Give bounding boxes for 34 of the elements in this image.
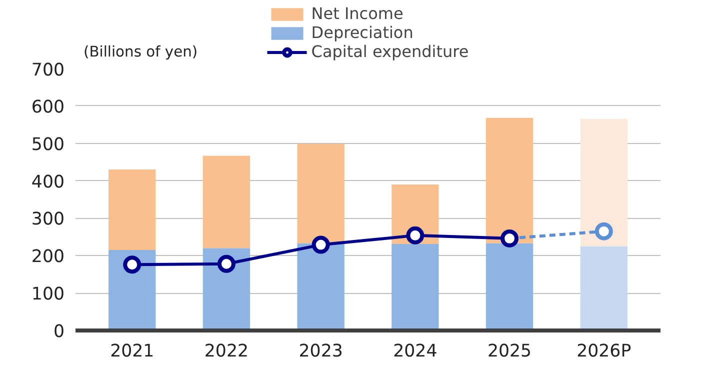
point — [406, 226, 424, 244]
bar — [297, 144, 344, 244]
x-tick-label: 2021 — [110, 342, 154, 362]
x-tick-label: 2026P — [576, 342, 632, 362]
y-tick-label: 0 — [53, 322, 65, 342]
y-tick-label: 400 — [31, 172, 65, 192]
y-tick-label: 200 — [31, 247, 65, 268]
x-tick-label: 2025 — [487, 342, 532, 362]
y-axis-title: (Billions of yen) — [84, 44, 198, 60]
bar — [202, 248, 250, 330]
bar — [297, 243, 344, 330]
bar — [486, 243, 534, 330]
legend-label: Net Income — [311, 4, 404, 23]
bar — [580, 246, 628, 330]
y-tick-label: 600 — [31, 97, 65, 118]
bar — [580, 119, 628, 246]
point — [217, 254, 236, 273]
legend-label: Capital expenditure — [311, 42, 469, 61]
y-tick-label: 300 — [31, 210, 65, 230]
point — [312, 236, 330, 254]
bar — [108, 250, 156, 330]
legend-label: Depreciation — [311, 23, 414, 42]
x-tick-label: 2022 — [204, 342, 249, 362]
bar — [392, 244, 439, 330]
bar — [202, 156, 250, 248]
y-tick-label: 100 — [31, 284, 65, 305]
x-tick-label: 2023 — [298, 342, 343, 362]
x-tick-label: 2024 — [393, 342, 438, 362]
point — [123, 256, 142, 274]
y-tick-label: 500 — [31, 134, 65, 155]
point — [594, 222, 613, 240]
bar — [486, 118, 534, 244]
y-tick-label: 700 — [31, 60, 65, 80]
bar — [108, 170, 156, 250]
